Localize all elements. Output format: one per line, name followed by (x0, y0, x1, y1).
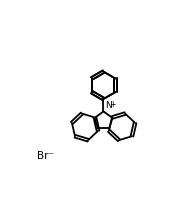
Text: +: + (109, 100, 115, 109)
Text: Br⁻: Br⁻ (37, 150, 54, 160)
Text: N: N (105, 100, 112, 109)
